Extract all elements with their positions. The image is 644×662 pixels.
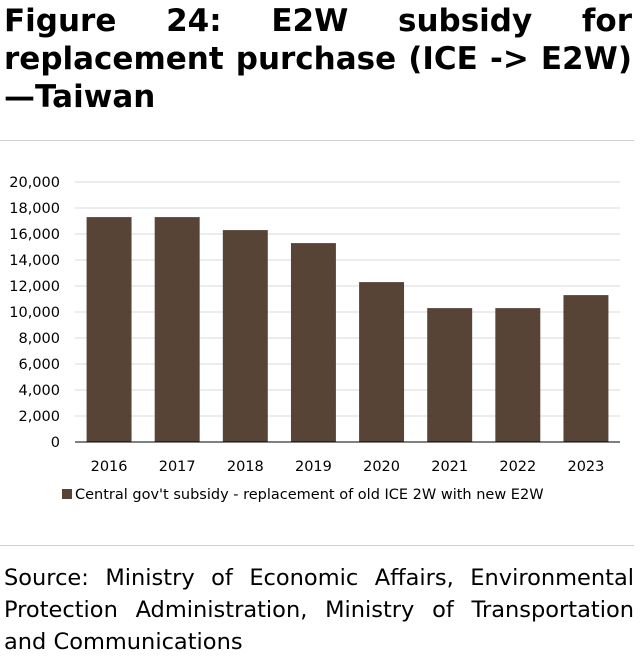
bars [86, 217, 609, 442]
x-tick-label: 2023 [567, 459, 604, 475]
x-axis-tick-labels: 2016 2017 2018 2019 2020 2021 2022 2023 [91, 459, 605, 475]
bar [495, 308, 541, 442]
y-tick-label: 2,000 [18, 409, 60, 425]
x-tick-label: 2016 [91, 459, 128, 475]
bar [290, 243, 336, 442]
bar [86, 217, 132, 442]
bar [154, 217, 200, 442]
y-tick-label: 6,000 [18, 357, 60, 373]
bar [359, 282, 405, 442]
bar [222, 230, 268, 442]
y-tick-label: 18,000 [9, 201, 60, 217]
y-tick-label: 14,000 [9, 253, 60, 269]
y-tick-label: 12,000 [9, 279, 60, 295]
y-tick-label: 16,000 [9, 227, 60, 243]
bottom-divider [0, 545, 634, 546]
y-tick-label: 0 [51, 435, 60, 451]
top-divider [0, 140, 634, 141]
y-tick-label: 8,000 [18, 331, 60, 347]
x-tick-label: 2019 [295, 459, 332, 475]
figure-title: Figure 24: E2W subsidy for replacement p… [4, 3, 632, 115]
bar [427, 308, 473, 442]
x-tick-label: 2020 [363, 459, 400, 475]
x-tick-label: 2022 [499, 459, 536, 475]
y-tick-label: 4,000 [18, 383, 60, 399]
x-tick-label: 2017 [159, 459, 196, 475]
bar [563, 295, 609, 442]
y-axis-tick-labels: 0 2,000 4,000 6,000 8,000 10,000 12,000 14,000 1… [9, 175, 60, 451]
legend-swatch [62, 489, 72, 499]
legend-label: Central gov't subsidy - replacement of o… [75, 487, 544, 503]
bar-chart: 0 2,000 4,000 6,000 8,000 10,000 12,000 14,000 1… [9, 175, 620, 503]
x-tick-label: 2018 [227, 459, 264, 475]
y-tick-label: 20,000 [9, 175, 60, 191]
x-tick-label: 2021 [431, 459, 468, 475]
y-tick-label: 10,000 [9, 305, 60, 321]
source-note: Source: Ministry of Economic Affairs, En… [4, 565, 634, 655]
legend: Central gov't subsidy - replacement of o… [62, 487, 544, 503]
